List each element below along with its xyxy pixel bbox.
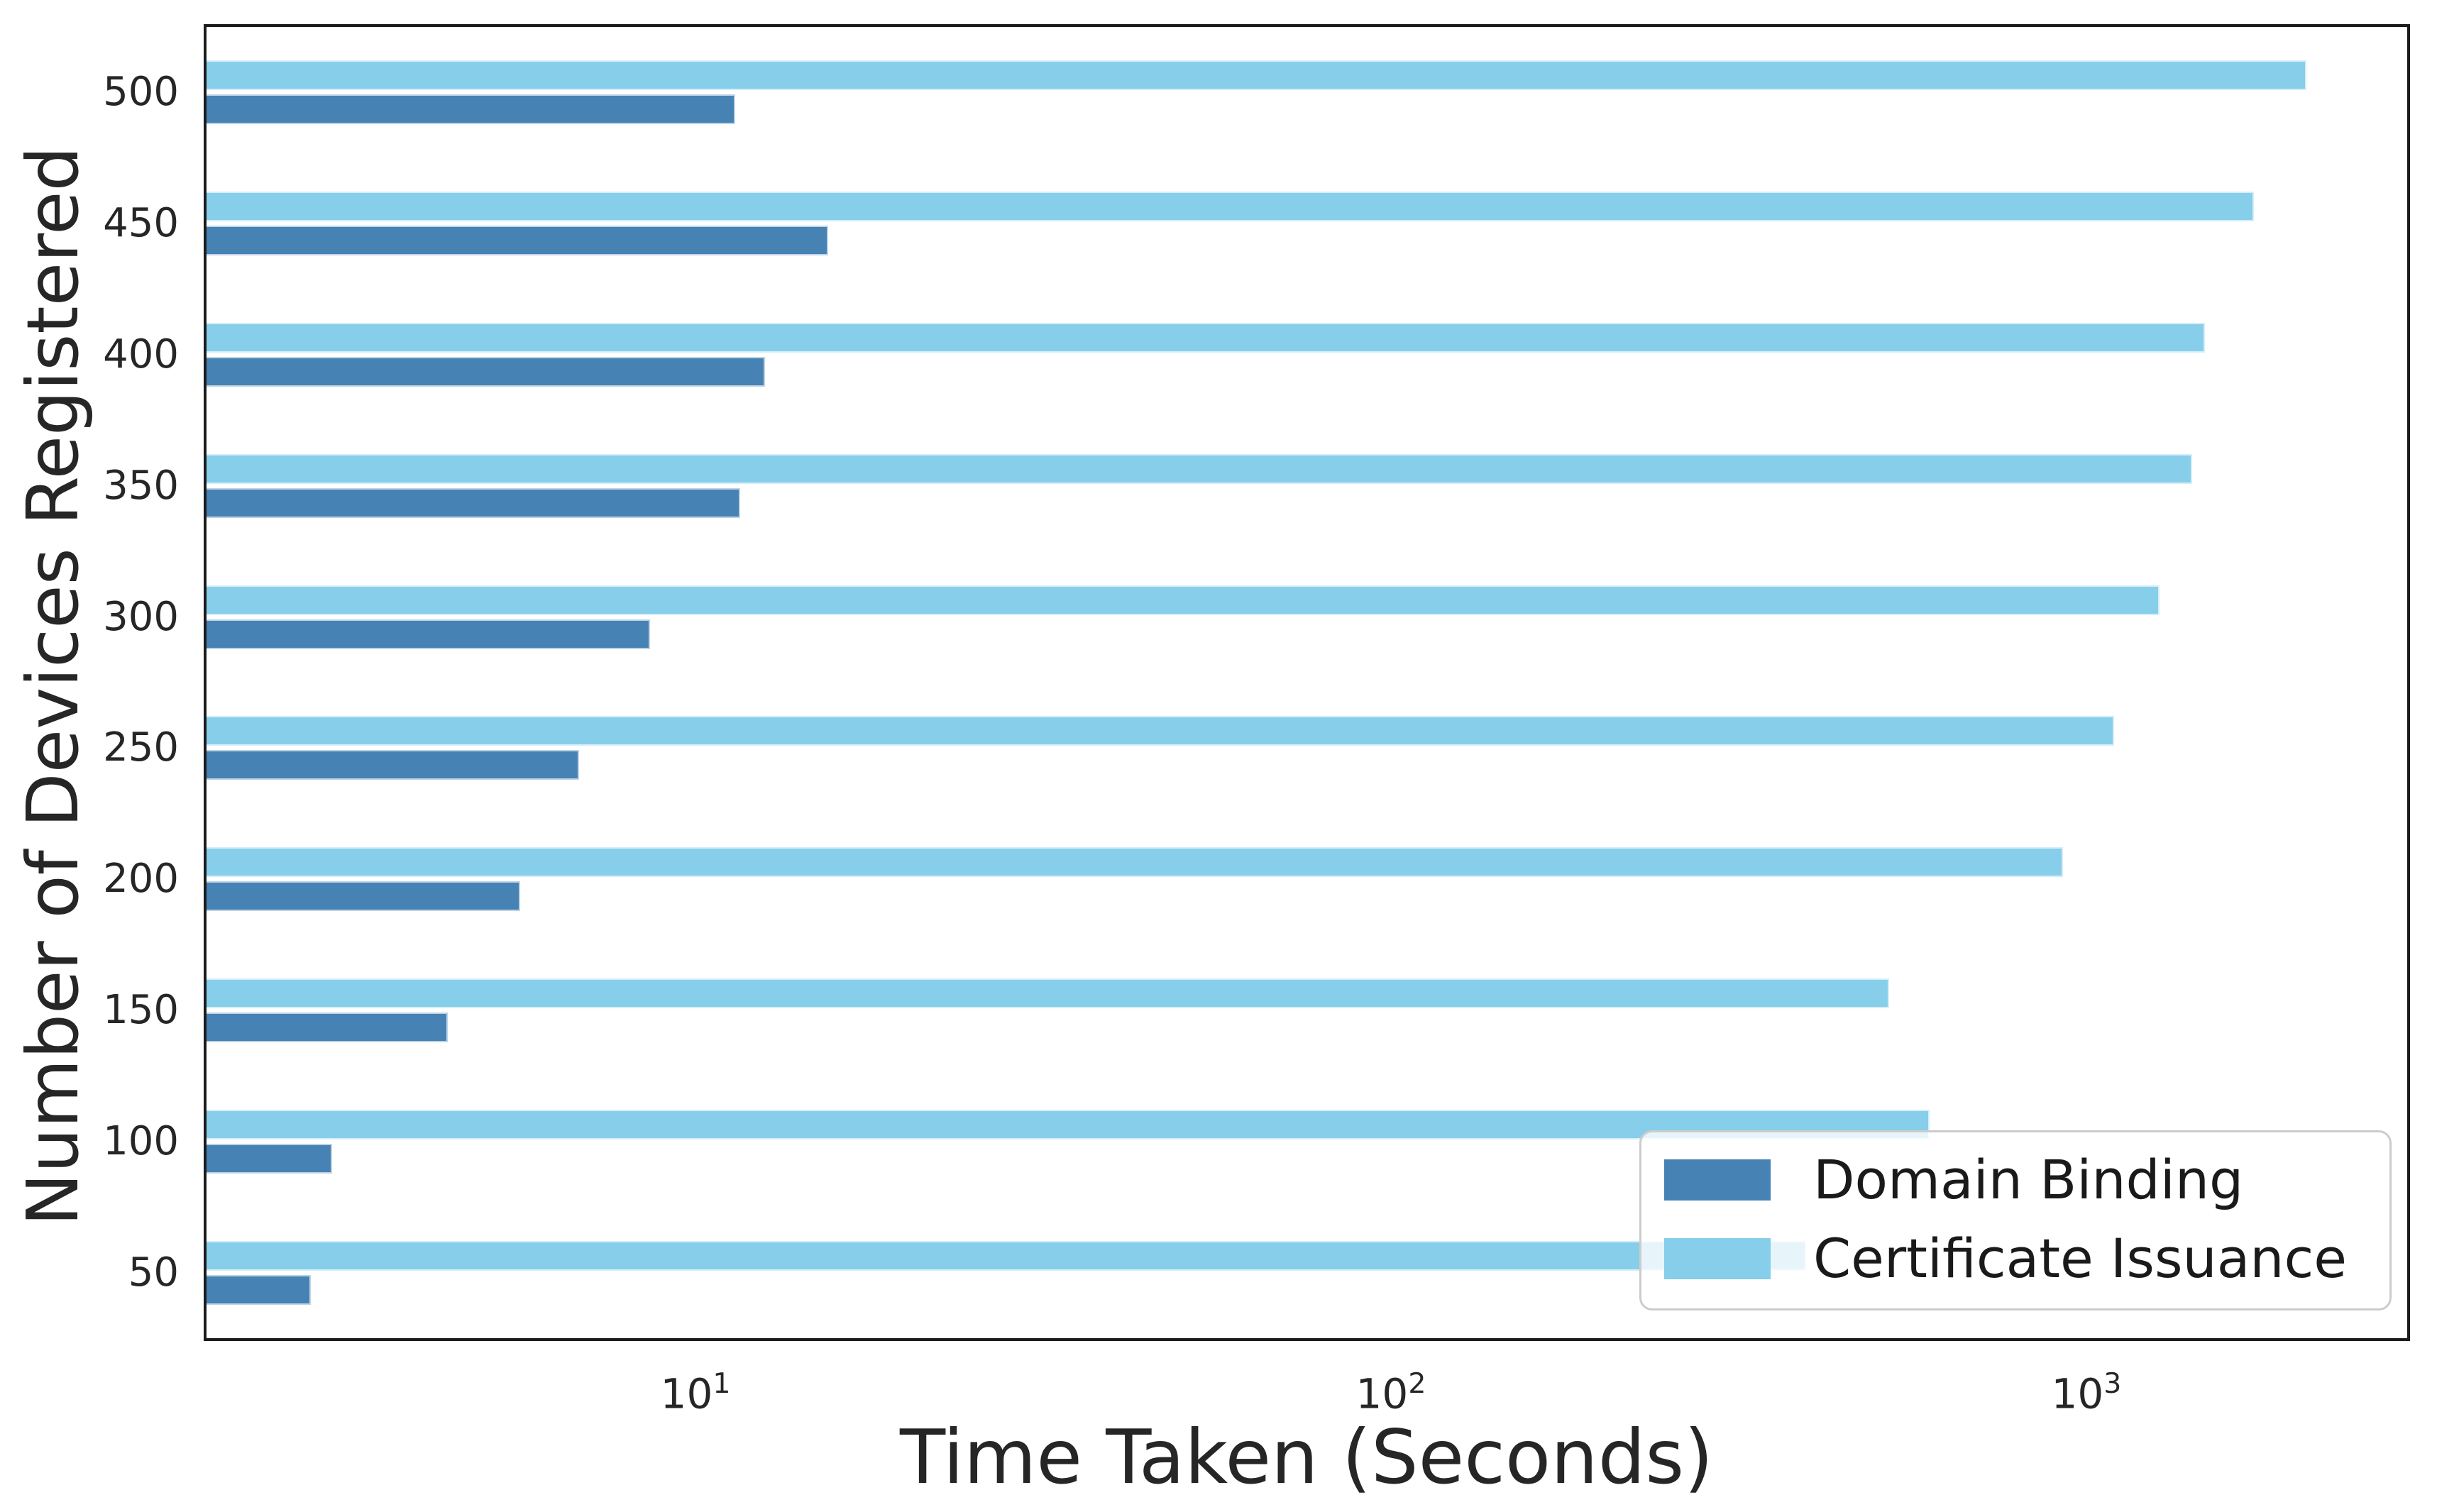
- y-tick-label-200: 200: [103, 856, 179, 903]
- legend-swatch-domain-binding: [1664, 1159, 1771, 1201]
- y-tick-label-50: 50: [128, 1249, 179, 1296]
- y-axis-title: Number of Devices Registered: [11, 145, 94, 1227]
- y-tick-label-400: 400: [103, 331, 179, 377]
- bar-certificate-issuance-200: [207, 847, 2063, 878]
- y-tick-label-350: 350: [103, 462, 179, 509]
- bar-certificate-issuance-150: [207, 978, 1889, 1008]
- bar-domain-binding-200: [207, 881, 521, 912]
- bar-domain-binding-300: [207, 619, 650, 649]
- bar-domain-binding-500: [207, 94, 735, 125]
- bar-certificate-issuance-450: [207, 192, 2254, 222]
- bar-domain-binding-250: [207, 750, 579, 780]
- x-tick-label-1000: 103: [2051, 1367, 2122, 1418]
- bar-certificate-issuance-400: [207, 323, 2205, 353]
- bar-domain-binding-150: [207, 1012, 448, 1042]
- x-axis-title: Time Taken (Seconds): [899, 1414, 1714, 1501]
- legend-label-certificate-issuance: Certificate Issuance: [1813, 1227, 2347, 1290]
- legend-entry-certificate-issuance: Certificate Issuance: [1664, 1227, 2389, 1290]
- y-tick-label-500: 500: [103, 69, 179, 116]
- legend-entry-domain-binding: Domain Binding: [1664, 1148, 2389, 1211]
- legend: Domain Binding Certificate Issuance: [1639, 1130, 2392, 1310]
- plot-area: [204, 24, 2410, 1341]
- bar-certificate-issuance-50: [207, 1240, 1806, 1271]
- bar-domain-binding-350: [207, 487, 741, 518]
- legend-label-domain-binding: Domain Binding: [1813, 1148, 2244, 1211]
- y-tick-label-100: 100: [103, 1118, 179, 1164]
- y-tick-label-250: 250: [103, 724, 179, 771]
- x-tick-label-100: 102: [1355, 1367, 1426, 1418]
- y-tick-label-150: 150: [103, 987, 179, 1033]
- bar-domain-binding-50: [207, 1274, 312, 1305]
- y-tick-label-450: 450: [103, 200, 179, 247]
- bar-certificate-issuance-500: [207, 60, 2306, 91]
- bar-domain-binding-400: [207, 357, 766, 387]
- bar-certificate-issuance-300: [207, 585, 2160, 615]
- y-tick-label-300: 300: [103, 593, 179, 640]
- bar-domain-binding-450: [207, 226, 828, 256]
- bar-certificate-issuance-350: [207, 453, 2193, 484]
- legend-swatch-certificate-issuance: [1664, 1238, 1771, 1279]
- bar-certificate-issuance-250: [207, 716, 2114, 746]
- x-tick-label-10: 101: [660, 1367, 731, 1418]
- bar-domain-binding-100: [207, 1143, 332, 1174]
